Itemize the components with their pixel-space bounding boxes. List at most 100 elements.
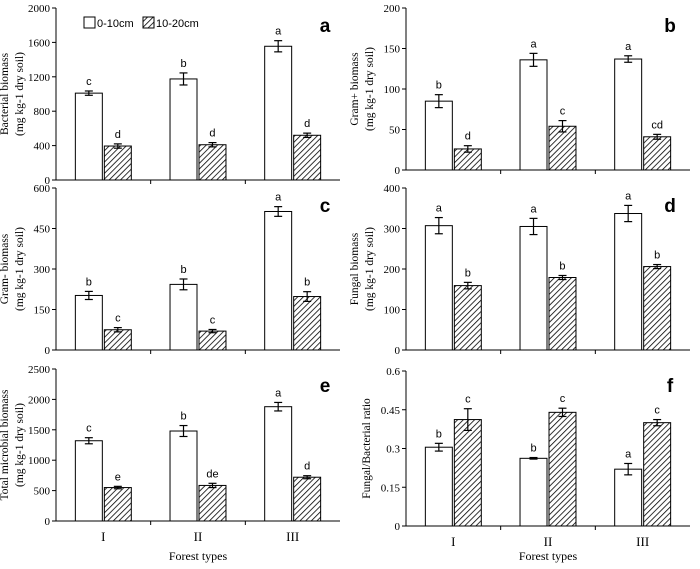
y-tick-label: 400 [384, 183, 401, 195]
bar-surface-II [169, 430, 198, 522]
bar-subsurface-III [643, 422, 672, 527]
bar-subsurface-III [293, 296, 322, 351]
bar-surface-II [169, 78, 198, 181]
panel-letter: d [664, 196, 676, 217]
y-tick-label: 2000 [28, 3, 51, 15]
significance-letter: de [206, 468, 218, 480]
category-label: II [194, 529, 203, 544]
significance-letter: cd [651, 119, 663, 131]
bar-surface-I [424, 100, 453, 171]
y-axis-label: Gram+ biomass (mg kg-1 dry soil) [349, 47, 376, 131]
bar-surface-III [264, 210, 293, 351]
significance-letter: d [304, 461, 310, 473]
y-tick-label: 300 [384, 224, 401, 236]
bar-subsurface-III [293, 134, 322, 181]
y-axis-label: Gram- biomass (mg kg-1 dry soil) [0, 227, 26, 311]
panel-c: 0 150 300 450 600 Gram- biomass (mg kg-1 dry s… [0, 183, 340, 357]
significance-letter: b [559, 260, 565, 272]
y-axis-label: Bacterial biomass (mg kg-1 dry soil) [0, 52, 26, 136]
x-axis-label: Forest types [169, 549, 228, 563]
significance-letter: a [436, 203, 443, 215]
y-tick-label: 600 [34, 183, 51, 195]
panel-e: 0 500 1000 1500 2000 2500 Total microbial biom… [0, 364, 340, 563]
significance-letter: b [180, 411, 186, 423]
bar-surface-II [169, 283, 198, 351]
category-label: II [544, 534, 553, 549]
panel-a: 0 400 800 1200 1600 2000 Bacterial biomass (mg … [0, 3, 340, 187]
bar-subsurface-II [198, 484, 227, 522]
y-tick-label: 500 [34, 486, 51, 498]
significance-letter: c [560, 106, 566, 118]
y-tick-label: 200 [384, 3, 401, 15]
significance-letter: a [275, 192, 282, 204]
y-tick-label: 100 [384, 305, 401, 317]
bar-subsurface-II [198, 330, 227, 351]
bar-surface-III [264, 406, 293, 522]
significance-letter: c [210, 314, 216, 326]
bar-subsurface-I [103, 145, 132, 181]
panel-d: 0 100 200 300 400 Fungal biomass (mg kg-1 dry … [349, 183, 690, 357]
y-tick-label: 0 [395, 165, 401, 177]
y-axis-label: Fungal biomass (mg kg-1 dry soil) [349, 227, 376, 311]
y-tick-label: 100 [384, 84, 401, 96]
significance-letter: a [530, 203, 537, 215]
significance-letter: b [86, 276, 92, 288]
significance-letter: b [304, 277, 310, 289]
y-axis-label: Total microbial biomass (mg kg-1 dry soil… [0, 389, 26, 501]
significance-letter: b [436, 80, 442, 92]
significance-letter: a [625, 190, 632, 202]
significance-letter: d [465, 131, 471, 143]
panel-letter: e [320, 376, 331, 397]
bar-surface-III [614, 213, 643, 351]
bar-subsurface-I [453, 419, 482, 527]
y-tick-label: 0 [395, 521, 401, 533]
legend-swatch-subsurface [142, 16, 155, 29]
panel-b: 0 50 100 150 200 Gram+ biomass (mg kg-1 dry so… [349, 3, 690, 177]
y-tick-label: 800 [34, 106, 51, 118]
y-tick-label: 150 [34, 305, 51, 317]
y-tick-label: 450 [34, 224, 51, 236]
panel-f: 0 0.15 0.3 0.45 0.6 Fungal/Bacterial ratio b c I… [361, 366, 690, 563]
bar-subsurface-II [548, 277, 577, 351]
panel-letter: a [320, 16, 331, 37]
significance-letter: a [625, 41, 632, 53]
legend-label-surface: 0-10cm [97, 18, 134, 30]
y-tick-label: 0 [45, 175, 51, 187]
bar-surface-III [614, 58, 643, 171]
significance-letter: b [530, 443, 536, 455]
legend-swatch-surface [83, 16, 96, 29]
bar-subsurface-I [103, 329, 132, 351]
y-tick-label: 1500 [28, 425, 51, 437]
y-tick-label: 0 [395, 345, 401, 357]
significance-letter: c [86, 423, 92, 435]
y-tick-label: 400 [34, 141, 51, 153]
panel-letter: c [320, 196, 331, 217]
bar-surface-I [74, 440, 103, 522]
y-tick-label: 0 [45, 345, 51, 357]
category-label: III [286, 529, 299, 544]
significance-letter: b [654, 250, 660, 262]
bar-subsurface-I [103, 487, 132, 522]
bar-surface-III [264, 45, 293, 181]
panel-letter: f [667, 376, 674, 397]
significance-letter: a [275, 387, 282, 399]
significance-letter: c [560, 393, 566, 405]
significance-letter: a [275, 26, 282, 38]
bar-surface-I [74, 294, 103, 351]
y-tick-label: 50 [389, 125, 401, 137]
y-tick-label: 1000 [28, 455, 51, 467]
bar-subsurface-II [548, 125, 577, 171]
bar-subsurface-III [293, 476, 322, 522]
bar-subsurface-II [548, 411, 577, 527]
legend: 0-10cm 10-20cm [83, 16, 199, 30]
bar-surface-I [424, 225, 453, 351]
y-tick-label: 2000 [28, 394, 51, 406]
significance-letter: a [625, 448, 632, 460]
significance-letter: b [436, 428, 442, 440]
significance-letter: c [115, 313, 121, 325]
bar-subsurface-II [198, 144, 227, 181]
y-tick-label: 1200 [28, 72, 51, 84]
y-tick-label: 200 [384, 264, 401, 276]
category-label: I [451, 534, 455, 549]
